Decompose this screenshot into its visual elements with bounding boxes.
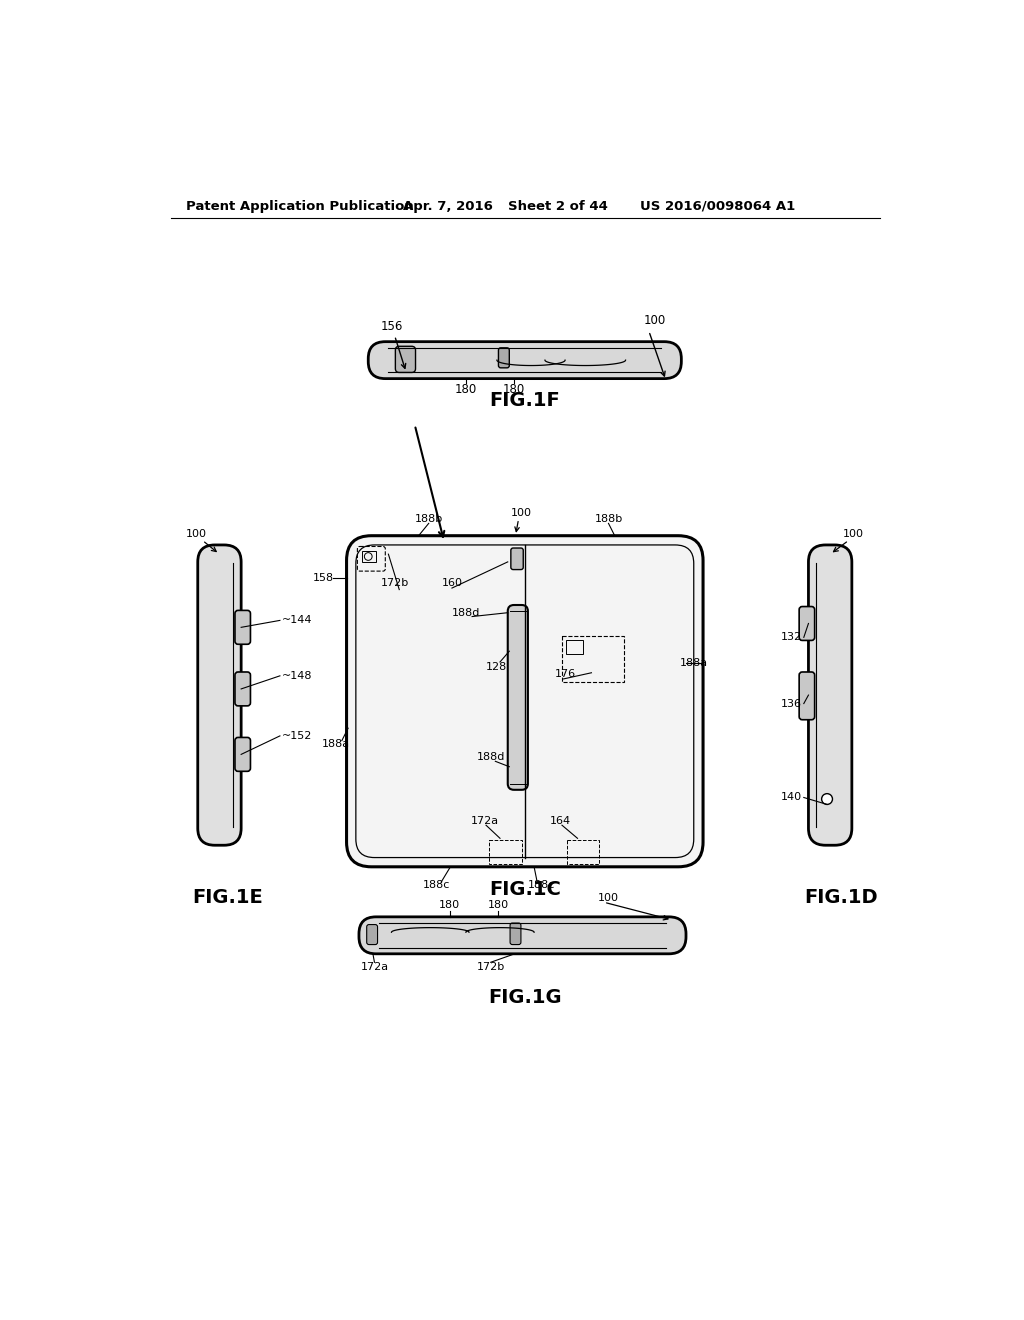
Text: 172b: 172b	[476, 962, 505, 972]
Text: FIG.1G: FIG.1G	[488, 989, 561, 1007]
Text: 172a: 172a	[470, 816, 499, 825]
Text: FIG.1C: FIG.1C	[488, 880, 561, 899]
Circle shape	[821, 793, 833, 804]
FancyBboxPatch shape	[511, 548, 523, 570]
Text: 172a: 172a	[360, 962, 388, 972]
Text: 136: 136	[781, 698, 802, 709]
Text: 180: 180	[455, 383, 477, 396]
Text: 128: 128	[486, 661, 508, 672]
Bar	[566, 840, 599, 865]
FancyBboxPatch shape	[499, 348, 509, 368]
Text: ~152: ~152	[282, 731, 312, 741]
Text: 188d: 188d	[476, 752, 505, 763]
FancyBboxPatch shape	[369, 342, 681, 379]
Text: Sheet 2 of 44: Sheet 2 of 44	[508, 199, 607, 213]
Text: 188b: 188b	[415, 513, 442, 524]
Text: 176: 176	[555, 669, 575, 680]
FancyBboxPatch shape	[510, 923, 521, 945]
Text: 100: 100	[598, 892, 618, 903]
FancyBboxPatch shape	[198, 545, 241, 845]
Text: Patent Application Publication: Patent Application Publication	[186, 199, 414, 213]
Text: 158: 158	[312, 573, 334, 583]
Text: 140: 140	[781, 792, 802, 803]
FancyBboxPatch shape	[346, 536, 703, 867]
FancyBboxPatch shape	[234, 610, 251, 644]
Text: 180: 180	[487, 900, 509, 911]
Text: 188c: 188c	[528, 880, 556, 890]
Text: ~148: ~148	[282, 671, 312, 681]
Text: 188c: 188c	[423, 880, 451, 890]
FancyBboxPatch shape	[367, 924, 378, 945]
FancyBboxPatch shape	[234, 738, 251, 771]
Text: FIG.1F: FIG.1F	[489, 392, 560, 411]
Text: US 2016/0098064 A1: US 2016/0098064 A1	[640, 199, 795, 213]
FancyBboxPatch shape	[809, 545, 852, 845]
FancyBboxPatch shape	[234, 672, 251, 706]
Bar	[562, 636, 624, 682]
Text: 160: 160	[441, 578, 463, 589]
Text: 180: 180	[503, 383, 525, 396]
FancyBboxPatch shape	[395, 346, 416, 372]
Text: FIG.1E: FIG.1E	[191, 888, 262, 907]
Text: 156: 156	[380, 319, 402, 333]
Bar	[566, 640, 583, 653]
Text: 132: 132	[781, 632, 802, 643]
Text: 100: 100	[644, 314, 667, 326]
Text: FIG.1D: FIG.1D	[804, 888, 878, 907]
Text: 100: 100	[511, 508, 532, 517]
Text: 164: 164	[550, 816, 571, 825]
Text: 180: 180	[439, 900, 460, 911]
Text: 188a: 188a	[680, 657, 708, 668]
Text: 172b: 172b	[381, 578, 410, 589]
Text: 188b: 188b	[594, 513, 623, 524]
FancyBboxPatch shape	[508, 605, 528, 789]
Text: Apr. 7, 2016: Apr. 7, 2016	[403, 199, 493, 213]
FancyBboxPatch shape	[799, 607, 815, 640]
Text: 188a: 188a	[322, 739, 350, 748]
Text: 188d: 188d	[452, 607, 480, 618]
Bar	[489, 840, 521, 865]
Text: 100: 100	[843, 529, 864, 539]
FancyBboxPatch shape	[359, 917, 686, 954]
FancyBboxPatch shape	[799, 672, 815, 719]
Text: 100: 100	[185, 529, 207, 539]
Text: ~144: ~144	[282, 615, 312, 626]
